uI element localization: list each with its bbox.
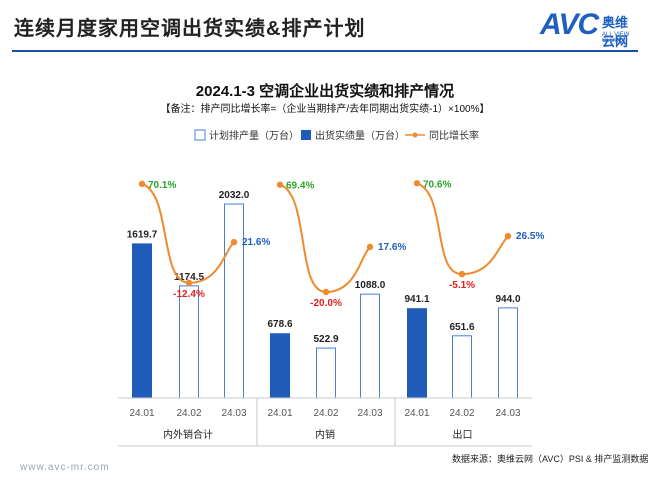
bar-plan — [179, 285, 199, 399]
bar-plan — [224, 203, 244, 399]
growth-rate-point — [138, 180, 146, 188]
growth-rate-label: -20.0% — [310, 298, 342, 309]
bar-plan — [498, 307, 518, 399]
growth-rate-label: 70.6% — [423, 179, 451, 190]
logo-en-name: ALL VIEW CLOUD — [602, 32, 630, 44]
legend-label-shipment: 出货实绩量（万台） — [315, 129, 405, 142]
growth-rate-label: -5.1% — [449, 280, 475, 291]
x-tick-label: 24.01 — [129, 408, 154, 419]
bar-value-label: 1619.7 — [127, 229, 158, 240]
group-label: 内外销合计 — [163, 428, 213, 441]
bar-value-label: 651.6 — [449, 322, 474, 333]
bar-plan — [360, 293, 380, 399]
growth-rate-label: 17.6% — [378, 242, 406, 253]
x-tick-label: 24.03 — [221, 408, 246, 419]
growth-rate-label: 26.5% — [516, 231, 544, 242]
growth-rate-line — [279, 183, 371, 294]
bar-plan — [316, 347, 336, 399]
bar-shipment — [270, 333, 290, 398]
x-tick-label: 24.01 — [267, 408, 292, 419]
growth-rate-point — [230, 238, 238, 246]
x-tick-label: 24.03 — [495, 408, 520, 419]
footer-url: www.avc-mr.com — [20, 462, 110, 473]
chart-note: 【备注：排产同比增长率=（企业当期排产/去年同期出货实绩-1）×100%】 — [160, 104, 490, 115]
x-tick-label: 24.02 — [176, 408, 201, 419]
header-divider — [12, 50, 638, 52]
bar-shipment — [132, 243, 152, 398]
legend-label-plan: 计划排产量（万台） — [209, 129, 299, 142]
growth-rate-label: 69.4% — [286, 181, 314, 192]
slide-title: 连续月度家用空调出货实绩&排产计划 — [14, 18, 366, 40]
x-tick-label: 24.03 — [357, 408, 382, 419]
bar-plan — [452, 335, 472, 399]
growth-rate-point — [366, 243, 374, 251]
growth-rate-point — [322, 288, 330, 296]
bar-value-label: 941.1 — [404, 294, 429, 305]
avc-logo: AVC 奥维云网 ALL VIEW CLOUD — [540, 8, 640, 49]
legend-swatch-shipment — [301, 130, 311, 140]
bar-value-label: 1174.5 — [174, 272, 204, 283]
legend-label-rate: 同比增长率 — [429, 129, 479, 142]
bar-value-label: 1088.0 — [355, 280, 386, 291]
group-label: 出口 — [453, 428, 473, 441]
growth-rate-line — [141, 182, 235, 284]
growth-rate-point — [413, 180, 421, 187]
growth-rate-label: 70.1% — [148, 180, 176, 191]
growth-rate-point — [504, 233, 512, 240]
chart-title: 2024.1-3 空调企业出货实绩和排产情况 — [195, 83, 455, 100]
growth-rate-point — [458, 270, 466, 278]
legend-swatch-plan — [194, 129, 206, 141]
growth-rate-label: 21.6% — [242, 237, 270, 248]
bar-value-label: 678.6 — [267, 319, 292, 330]
x-tick-label: 24.01 — [404, 408, 429, 419]
legend-marker-rate — [412, 132, 418, 138]
bar-value-label: 522.9 — [313, 334, 338, 345]
growth-rate-point — [185, 279, 193, 287]
x-tick-label: 24.02 — [449, 408, 474, 419]
growth-rate-point — [276, 181, 284, 188]
group-label: 内销 — [315, 428, 335, 441]
bar-value-label: 2032.0 — [219, 190, 250, 201]
bar-value-label: 944.0 — [495, 294, 520, 305]
bar-shipment — [407, 308, 427, 398]
growth-rate-line — [416, 182, 509, 276]
footer-source: 数据来源：奥维云网（AVC）PSI & 排产监测数据 — [452, 454, 649, 464]
logo-cn-name: 奥维云网 — [602, 15, 629, 49]
x-tick-label: 24.02 — [313, 408, 338, 419]
logo-mark: AVC — [540, 8, 599, 41]
growth-rate-label: -12.4% — [173, 289, 205, 300]
